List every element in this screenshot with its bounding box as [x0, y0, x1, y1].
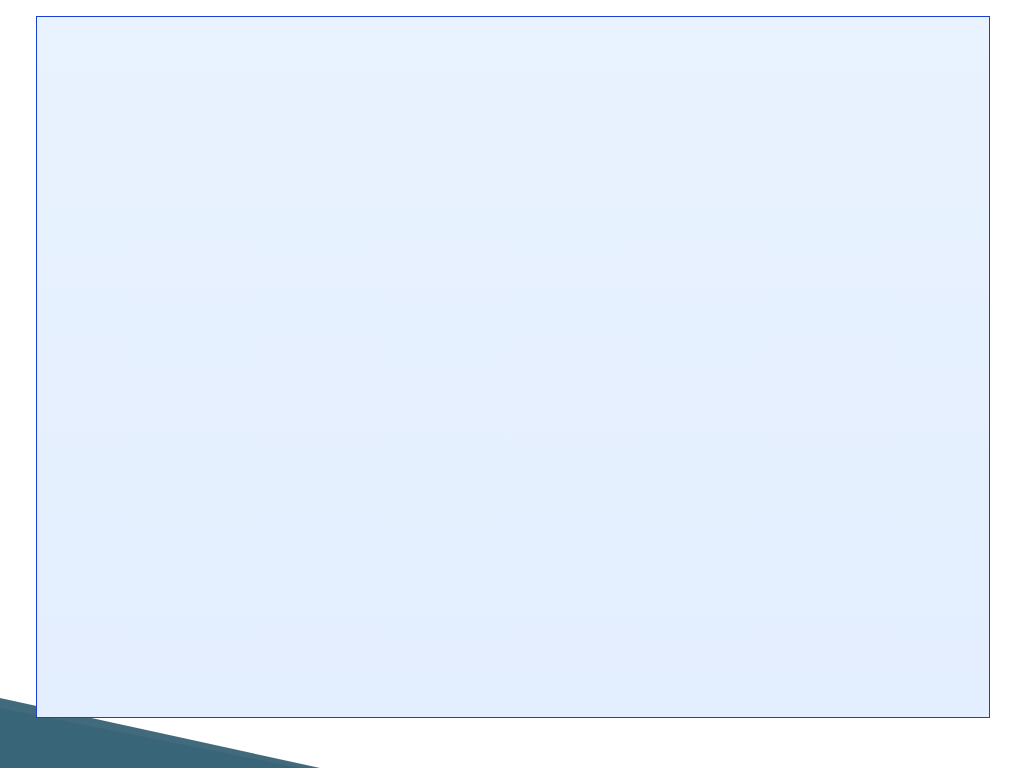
page	[0, 0, 1024, 768]
diagram-frame	[36, 16, 990, 718]
diagram-svg	[37, 17, 989, 717]
